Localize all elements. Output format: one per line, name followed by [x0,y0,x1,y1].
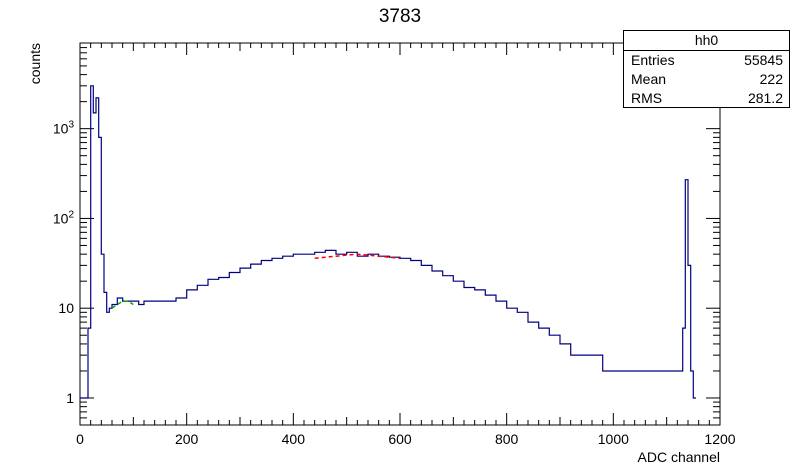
x-tick-label: 400 [282,431,306,447]
fit-curve-main [314,253,401,260]
x-axis-label: ADC channel [638,449,721,465]
histogram-series [80,85,696,399]
stats-name: hh0 [624,31,789,51]
chart-title: 3783 [378,6,422,27]
stats-label: Entries [631,52,675,68]
stats-value: 55845 [744,52,783,68]
x-tick-label: 600 [388,431,412,447]
x-tick-label: 1000 [598,431,629,447]
stats-value: 222 [759,71,783,87]
y-tick-label: 102 [53,209,75,226]
x-tick-label: 800 [495,431,519,447]
x-tick-label: 1200 [704,431,735,447]
stats-row-rms: RMS 281.2 [624,89,789,108]
stats-row-entries: Entries 55845 [624,51,789,70]
stats-label: Mean [631,71,667,87]
x-tick-label: 200 [175,431,199,447]
x-tick-label: 0 [76,431,84,447]
stats-row-mean: Mean 222 [624,70,789,89]
stats-label: RMS [631,90,663,106]
y-tick-label: 1 [66,390,74,406]
stats-box: hh0 Entries 55845 Mean 222 RMS 281.2 [623,30,790,108]
y-axis-label: counts [27,43,43,84]
stats-value: 281.2 [747,90,783,106]
y-tick-label: 10 [58,300,74,316]
y-tick-label: 103 [53,120,75,137]
